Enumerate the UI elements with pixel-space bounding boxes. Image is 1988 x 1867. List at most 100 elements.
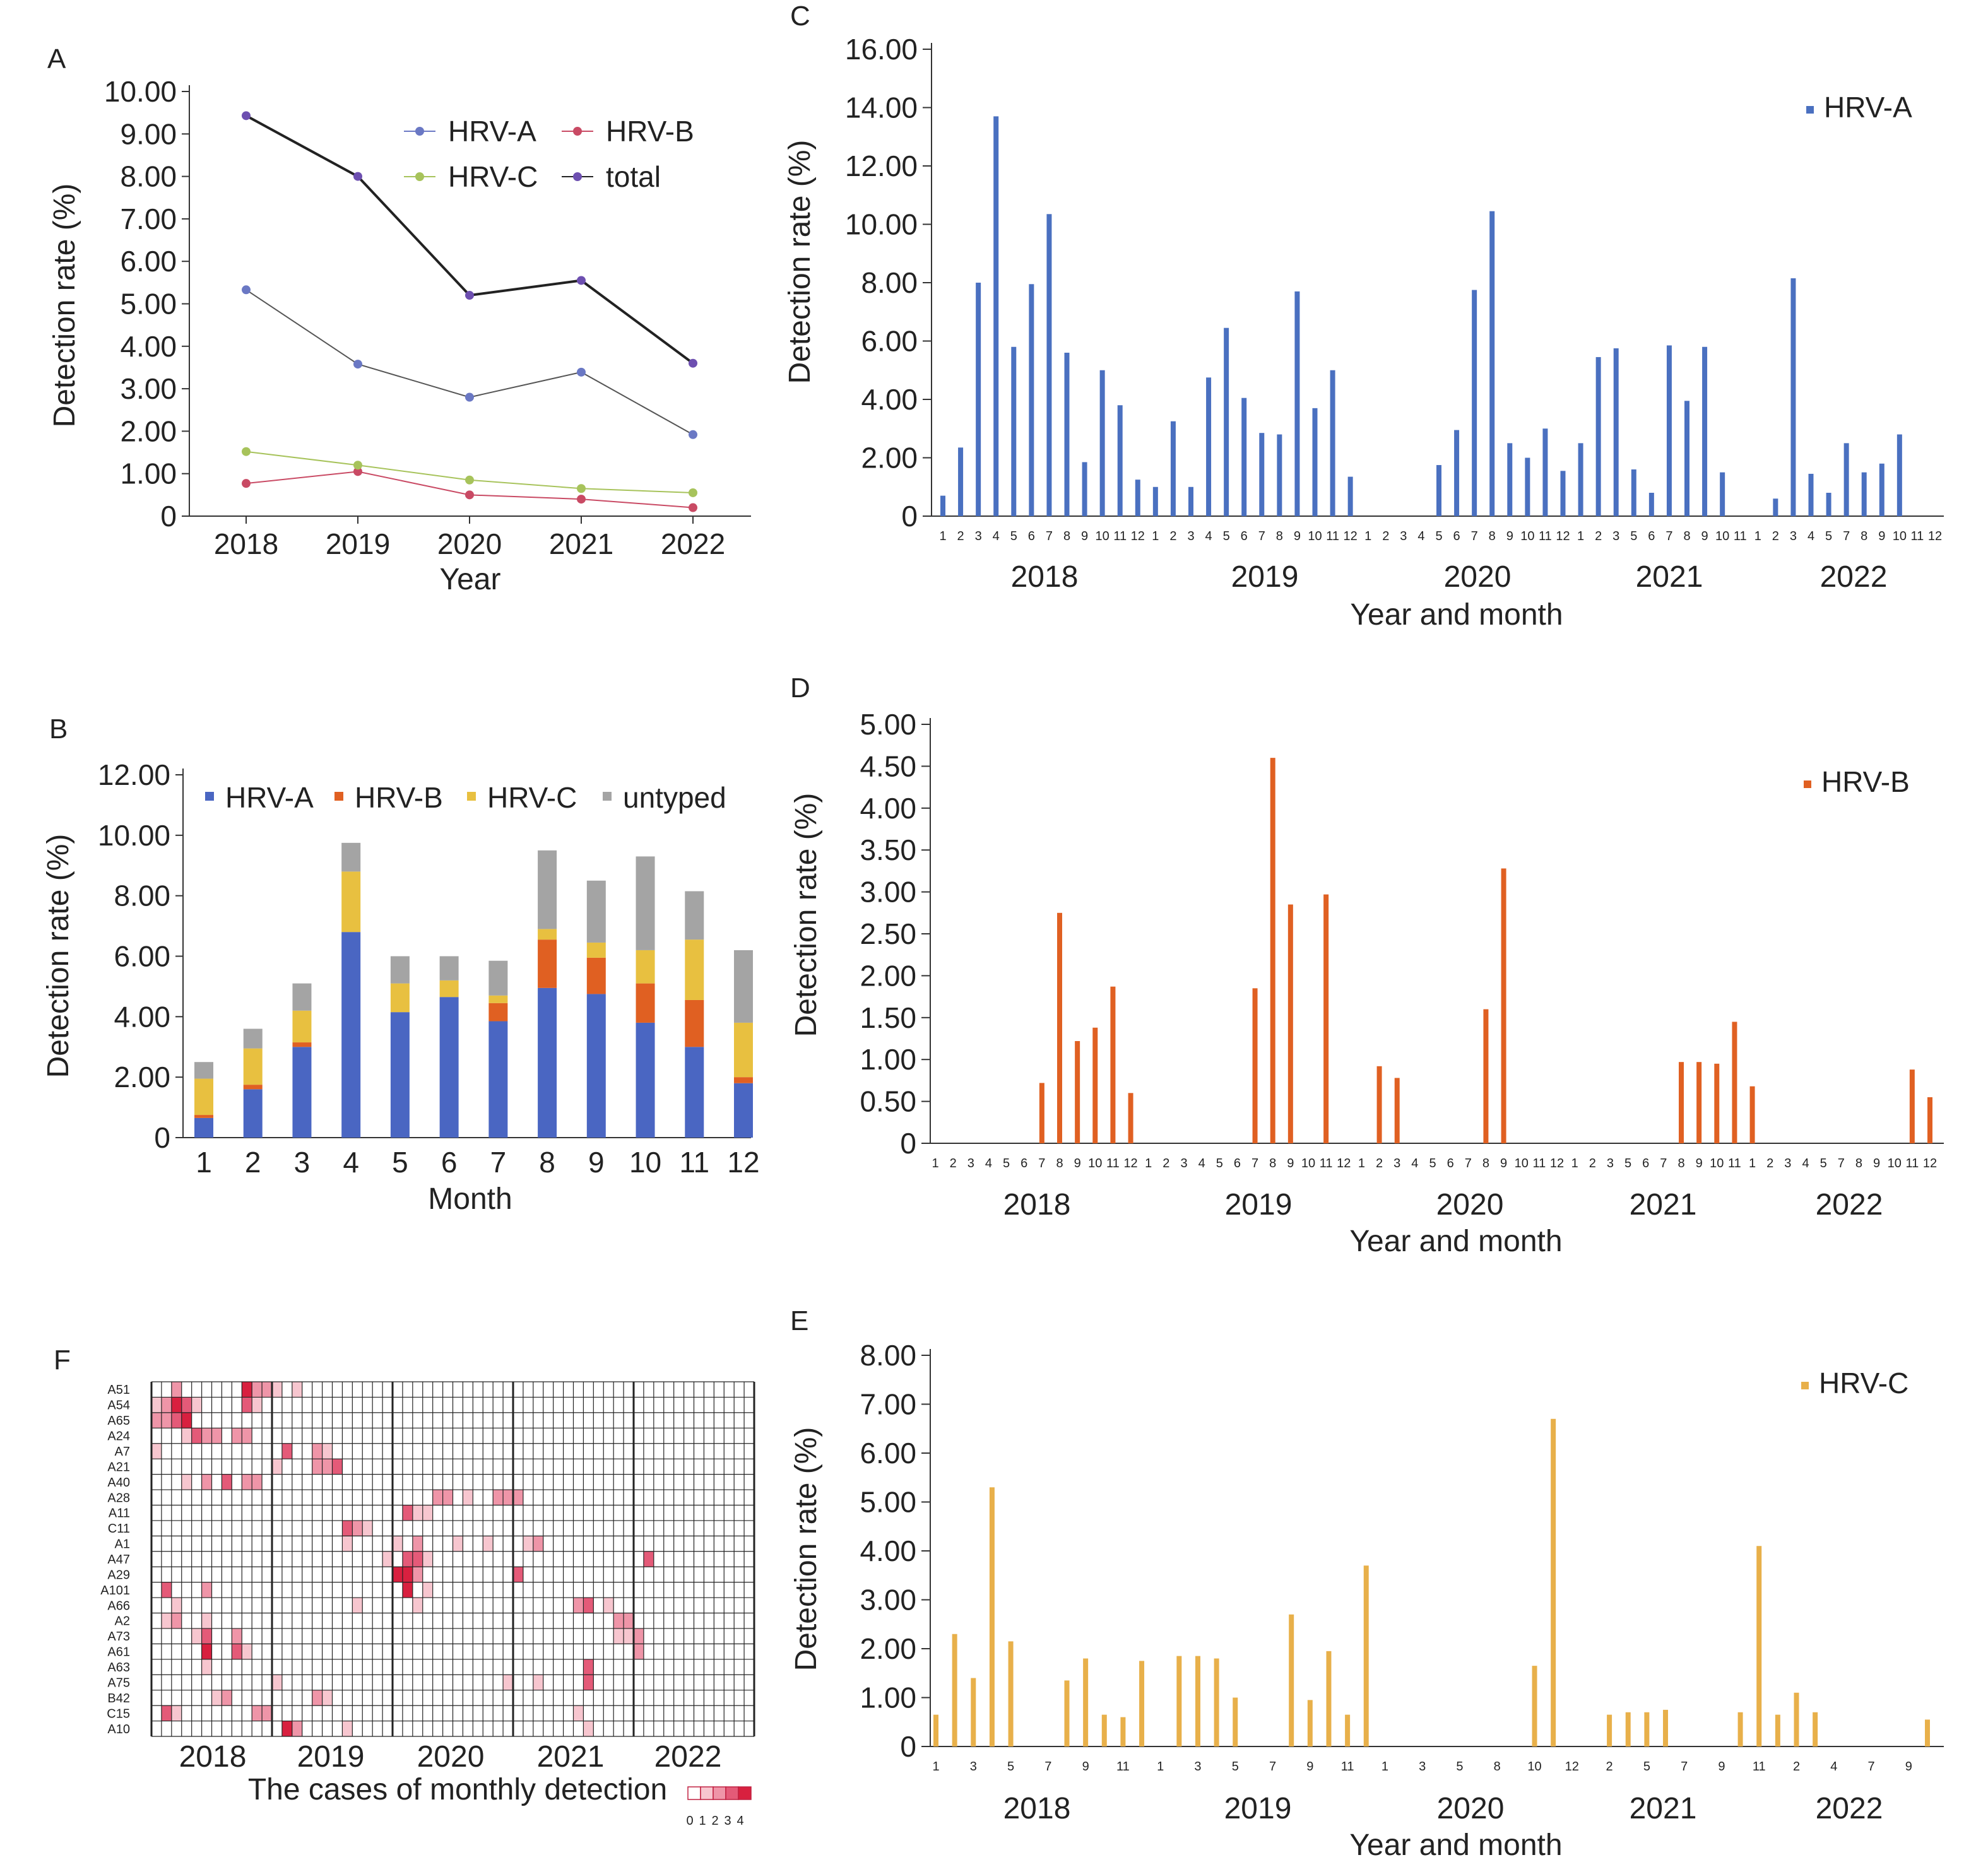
heatmap-cell (312, 1443, 322, 1459)
y-tick-label: 5.00 (120, 288, 177, 321)
month-tick-label: 1 (1382, 1760, 1388, 1774)
heatmap-cell (252, 1397, 263, 1413)
bar-segment-hrv-b (292, 1042, 312, 1047)
bar-segment-hrv-c (292, 1010, 312, 1043)
bar (1909, 1069, 1915, 1143)
bar-segment-hrv-c (488, 995, 508, 1003)
bar (1532, 1666, 1537, 1746)
bar (1075, 1040, 1080, 1143)
bar (1376, 1066, 1382, 1143)
year-label: 2021 (1636, 560, 1703, 594)
month-tick-label: 3 (1393, 1157, 1400, 1170)
month-tick-label: 3 (1187, 529, 1194, 543)
heatmap-cell (503, 1675, 513, 1690)
bar (1363, 1565, 1369, 1746)
bar (1241, 398, 1247, 516)
heatmap-cell (232, 1644, 242, 1659)
month-tick-label: 1 (1364, 529, 1371, 543)
year-label: 2021 (1630, 1188, 1697, 1222)
legend-label: HRV-A (1824, 91, 1912, 124)
bar (1345, 1714, 1351, 1746)
heatmap-cell (272, 1459, 282, 1475)
data-point-total (353, 172, 362, 181)
y-tick-label: 8.00 (114, 880, 170, 912)
bar (1170, 421, 1176, 516)
year-label: 2021 (537, 1740, 605, 1774)
heatmap-cell (211, 1428, 222, 1444)
y-tick-label: 16.00 (845, 33, 918, 66)
month-tick-label: 2 (950, 1157, 957, 1170)
heatmap-cell (393, 1567, 403, 1582)
scale-swatch (687, 1786, 701, 1800)
scale-label: 0 (686, 1814, 693, 1828)
bar-segment-untyped (488, 960, 508, 996)
bar (1696, 1062, 1702, 1143)
y-tick-label: 1.00 (120, 457, 177, 490)
month-tick-label: 6 (1648, 529, 1655, 543)
data-point-hrv-c (689, 488, 697, 497)
row-label: A63 (107, 1661, 130, 1675)
bar (1101, 1714, 1107, 1746)
y-tick-label: 12.00 (845, 150, 918, 182)
series-line-total (246, 114, 694, 365)
bar (1666, 345, 1672, 516)
bar (1756, 1546, 1762, 1746)
row-label: A51 (107, 1383, 130, 1397)
y-tick-label: 0 (154, 1121, 170, 1154)
bar (1252, 988, 1258, 1143)
month-tick-label: 5 (1825, 529, 1832, 543)
month-tick-label: 11 (1734, 529, 1747, 543)
legend-swatch (467, 792, 476, 801)
heatmap-cell (332, 1459, 343, 1475)
scale-swatch (738, 1786, 752, 1800)
bar (1188, 486, 1193, 516)
heatmap-cell (624, 1613, 634, 1628)
bar (1046, 214, 1052, 516)
month-tick-label: 11 (1911, 529, 1924, 543)
month-tick-label: 11 (1106, 1157, 1120, 1170)
heatmap-cell (583, 1721, 594, 1736)
row-label: A47 (107, 1553, 130, 1567)
bar (1224, 327, 1229, 516)
bar (971, 1678, 976, 1746)
month-tick-label: 11 (1728, 1157, 1741, 1170)
heatmap-cell (402, 1505, 413, 1521)
month-tick-label: 9 (1294, 529, 1301, 543)
heatmap-cell (432, 1490, 443, 1505)
legend-label: HRV-B (355, 781, 443, 814)
bar-segment-hrv-a (488, 1021, 508, 1138)
bar-segment-hrv-a (341, 932, 361, 1138)
bar (1128, 1093, 1133, 1143)
month-tick-label: 5 (1003, 1157, 1010, 1170)
bar-segment-untyped (341, 842, 361, 872)
legend-swatch (205, 792, 214, 801)
bar (1684, 401, 1689, 516)
month-tick-label: 1 (1358, 1157, 1365, 1170)
month-tick-label: 5 (1232, 1760, 1239, 1774)
bar (1214, 1658, 1219, 1746)
bar (1233, 1697, 1238, 1746)
y-tick-label: 2.50 (860, 917, 916, 950)
heatmap-cell (201, 1628, 212, 1644)
panel-letter: D (790, 673, 810, 704)
heatmap-cell (151, 1412, 162, 1428)
heatmap-cell (242, 1397, 252, 1413)
y-axis-title: Detection rate (%) (48, 184, 81, 428)
month-tick-label: 10 (1088, 1157, 1102, 1170)
heatmap-cell (342, 1520, 353, 1536)
month-tick-label: 10 (1515, 1157, 1529, 1170)
bar (1326, 1651, 1332, 1746)
month-tick-label: 11 (1320, 1157, 1333, 1170)
month-tick-label: 9 (1506, 529, 1513, 543)
month-tick-label: 4 (1411, 1157, 1418, 1170)
row-label: A7 (115, 1445, 130, 1459)
bar (940, 495, 945, 516)
bar-segment-hrv-c (439, 980, 459, 998)
x-tick-label: 5 (392, 1146, 408, 1179)
month-tick-label: 2 (1772, 529, 1779, 543)
y-tick-label: 4.00 (860, 1534, 916, 1567)
y-axis-title: Detection rate (%) (783, 140, 817, 384)
month-tick-label: 9 (1873, 1157, 1880, 1170)
bar-segment-hrv-a (194, 1117, 213, 1138)
